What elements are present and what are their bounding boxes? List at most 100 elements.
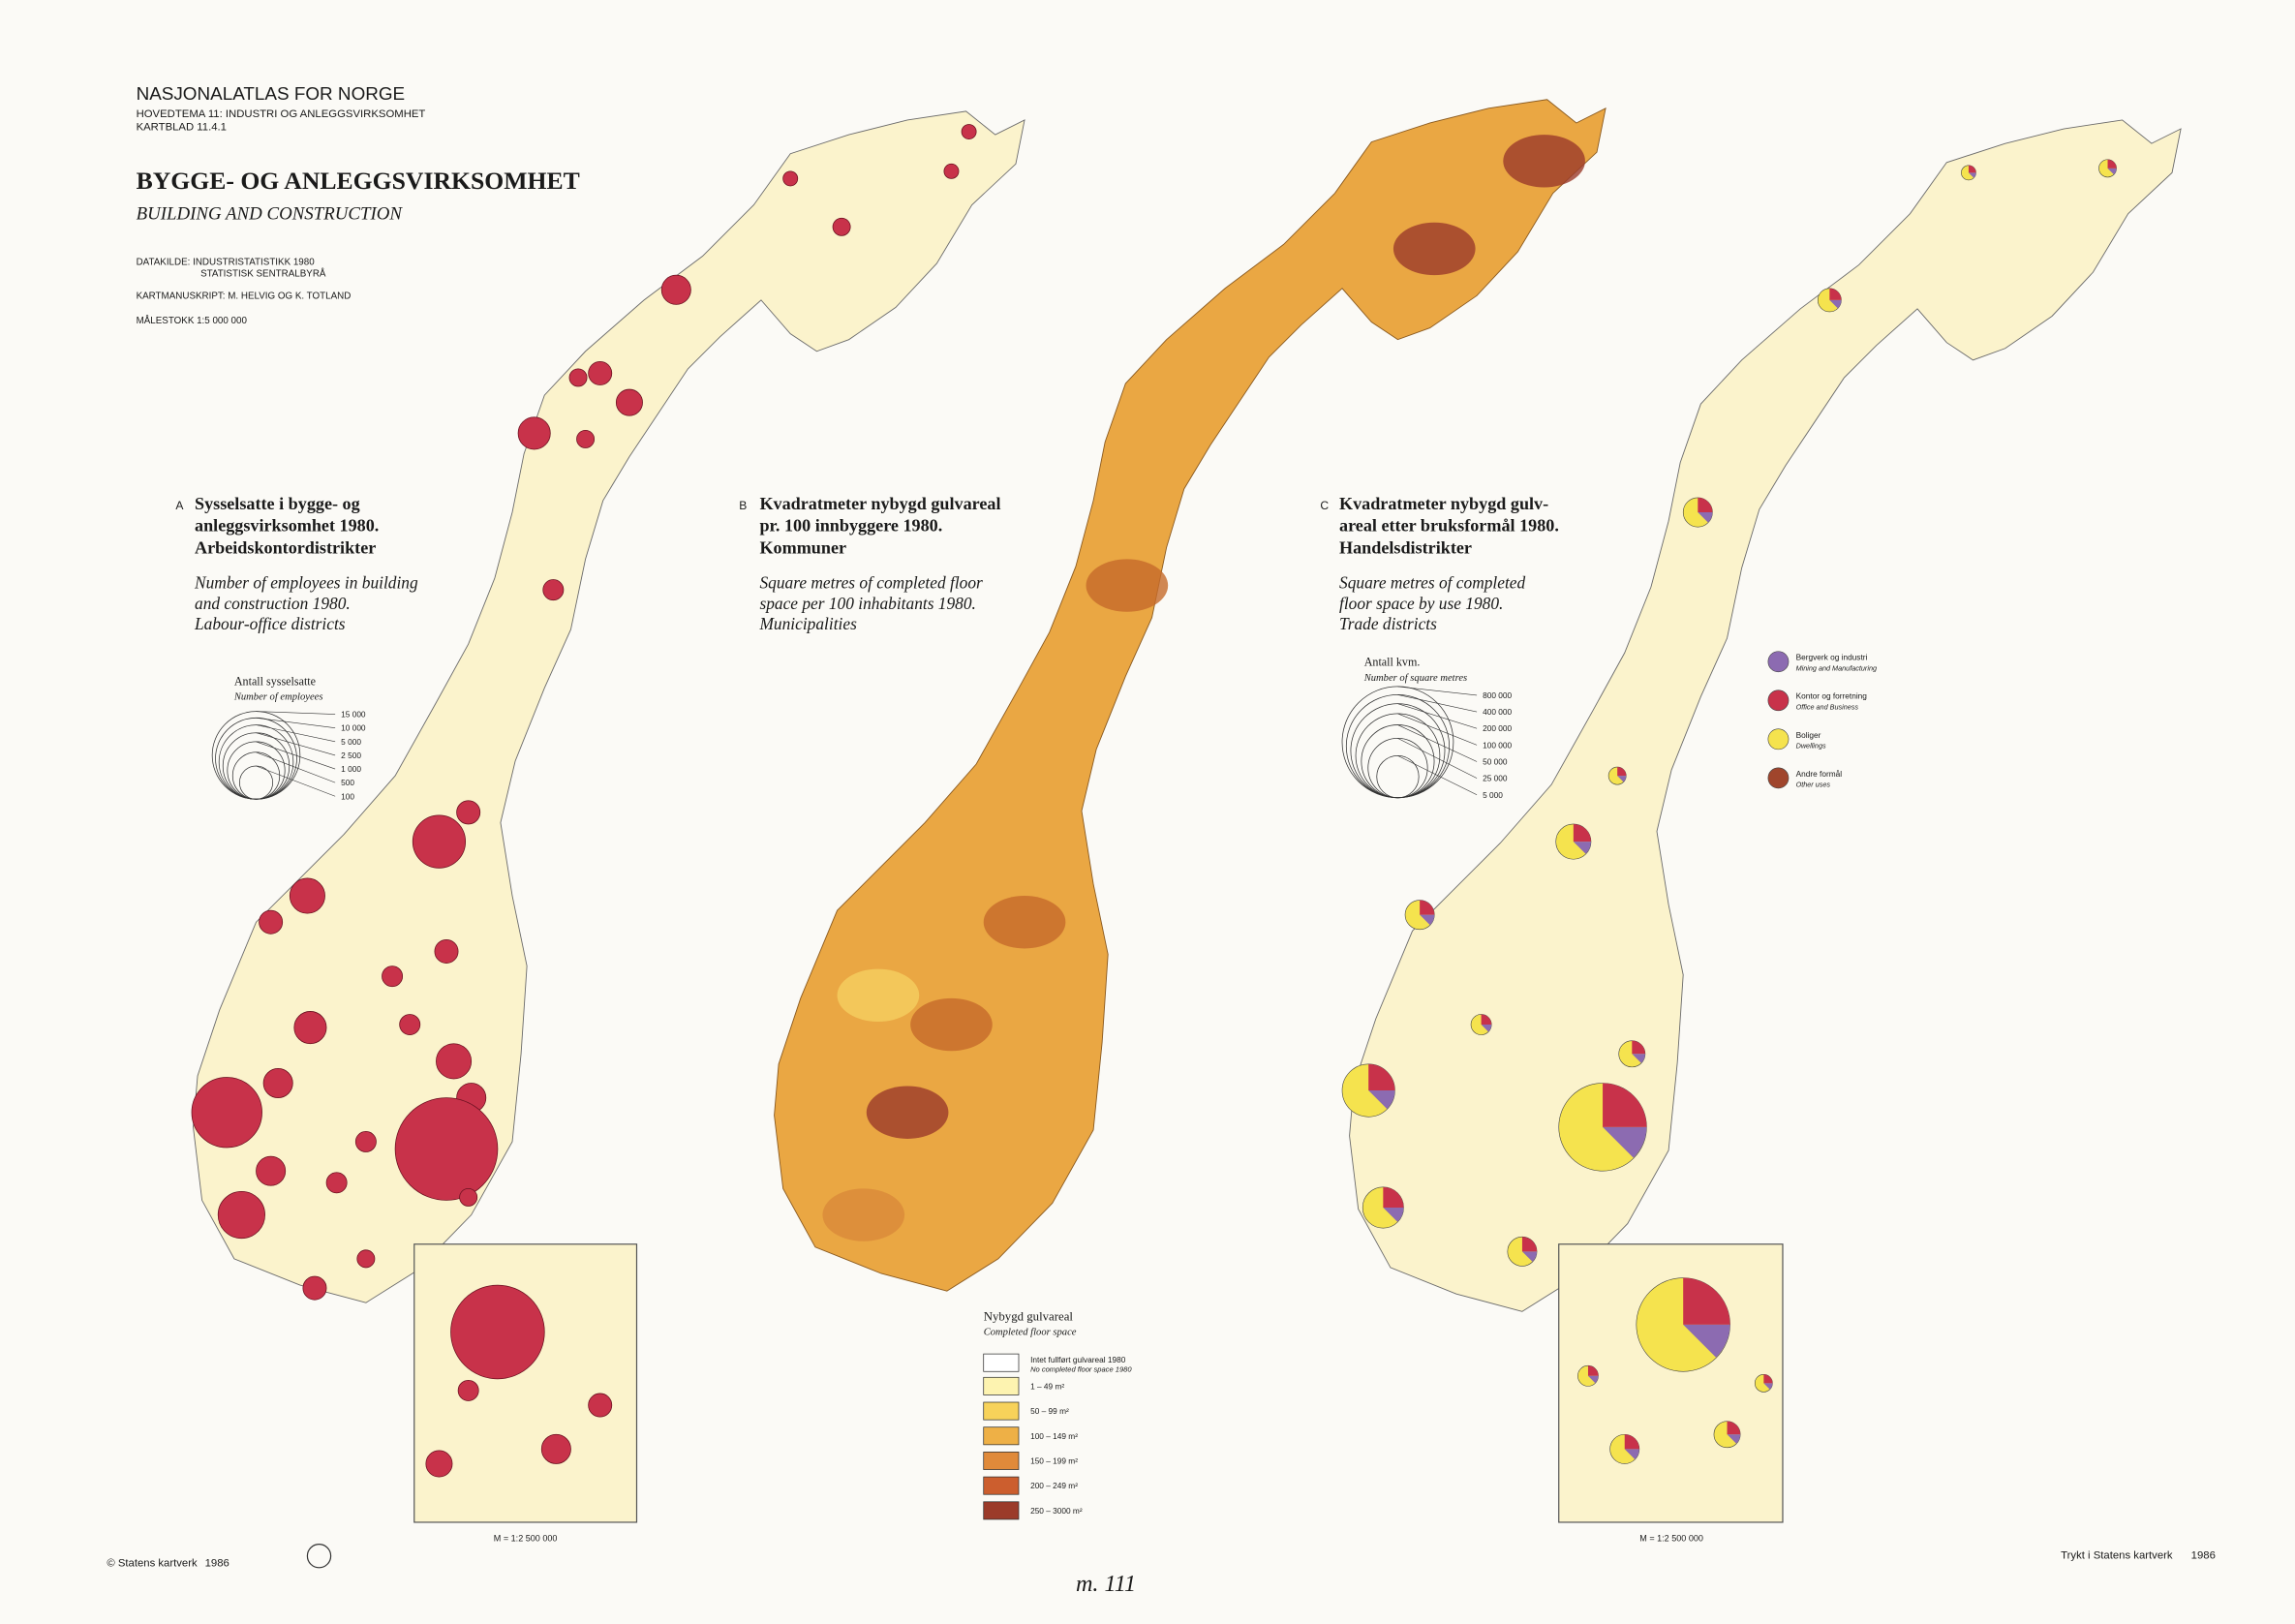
inset-symbols [425,1277,1773,1478]
district-circle [262,1068,293,1098]
legend-leader [1397,713,1478,746]
legend-label: Boliger [1796,730,1821,740]
legend-swatch [983,1353,1020,1372]
pie-slice [1829,288,1842,300]
municipality-patch [1392,222,1476,276]
map-title: Handelsdistrikter [1339,537,1472,557]
legend-circle [1361,724,1435,799]
legend-label: 100 [341,791,354,801]
pie-slice [1617,767,1627,777]
theme: HOVEDTEMA 11: INDUSTRI OG ANLEGGSVIRKSOM… [137,108,426,120]
map-subtitle: Square metres of completed floor [759,574,983,593]
map-subtitle: and construction 1980. [195,595,351,613]
legend-label: 500 [341,778,354,787]
pie-slice [1383,1207,1404,1222]
map-subtitle: floor space by use 1980. [1339,595,1503,613]
legend-label: 100 – 149 m² [1030,1431,1078,1441]
pie-slice [1481,1014,1492,1026]
legend-leader [256,711,336,715]
legend-label: Office and Business [1796,702,1859,711]
legend-label: 200 – 249 m² [1030,1481,1078,1490]
legend-swatch [983,1376,1020,1395]
legend-leader [1397,703,1478,729]
pie-slice [1603,1126,1647,1158]
district-circle [568,368,588,387]
legend-label: 1 000 [341,764,361,774]
district-circle [191,1077,262,1149]
map-letter: B [739,499,747,512]
inset-scale: M = 1:2 500 000 [494,1534,558,1544]
municipality-patch [983,896,1066,949]
logo [306,1544,332,1569]
pie-slice [1698,512,1713,523]
legend-swatch [983,1401,1020,1421]
legend-swatch [1767,728,1790,751]
legend-subtitle: Completed floor space [984,1327,1077,1337]
district-circle [456,800,481,825]
district-circle [425,1450,453,1478]
district-circle [293,1011,327,1045]
district-circle [302,1275,327,1301]
map-subtitle: space per 100 inhabitants 1980. [759,595,975,613]
legend-label: Bergverk og industri [1796,653,1868,662]
district-circle [576,430,596,448]
legend-subtitle: Number of square metres [1363,673,1467,684]
legend-label: 250 – 3000 m² [1030,1506,1083,1516]
legend-leader [1397,724,1478,762]
map-symbols [191,124,2117,1301]
legend-label: Kontor og forretning [1796,691,1868,701]
map-letter: C [1320,499,1329,512]
legend-leader [256,765,336,797]
legend-label: 1 – 49 m² [1030,1381,1064,1391]
district-circle [615,388,643,416]
pie-slice [1368,1063,1395,1091]
legend-leader [256,718,336,729]
legend-title: Nybygd gulvareal [984,1309,1074,1323]
map-captions: A Sysselsatte i bygge- og anleggsvirksomhe… [175,494,1877,1520]
pie-slice [1727,1421,1741,1435]
district-circle [782,170,799,187]
legend-leader [1397,738,1478,779]
pie-slice [1587,1365,1599,1376]
district-circle [356,1249,376,1269]
pie-slice [1573,842,1591,854]
legend-label: Intet fullført gulvareal 1980 [1030,1355,1126,1364]
legend-label: Andre formål [1796,769,1843,779]
legend-label: Dwellings [1796,741,1826,750]
pie-slice [1698,497,1713,513]
district-circle [394,1097,499,1201]
map-title: Sysselsatte i bygge- og [195,494,360,513]
legend-circle [1350,703,1446,799]
pie-slice [1368,1090,1395,1110]
district-circle [450,1284,545,1380]
map-title: areal etter bruksformål 1980. [1339,516,1559,536]
district-circle [412,814,467,869]
legend-leader [1397,686,1478,696]
legend-label: 200 000 [1483,723,1512,733]
municipality-patch [822,1188,905,1241]
municipality-patch [837,968,920,1023]
district-circle [588,1393,613,1418]
pie-slice [1624,1434,1639,1450]
district-circle [943,163,960,179]
legend-subtitle: Number of employees [233,691,323,702]
district-circle [660,274,691,305]
legend-swatch [983,1452,1020,1470]
legend-circle [1345,694,1451,799]
sheet-subtitle: BUILDING AND CONSTRUCTION [137,204,404,225]
legend-label: 10 000 [341,723,366,733]
legend-label: Other uses [1796,780,1831,788]
pie-slice [1968,172,1976,178]
municipality-patch [1086,559,1169,612]
pie-slice [1727,1434,1741,1444]
scale: MÅLESTOKK 1:5 000 000 [137,316,248,326]
legend-leader [1397,755,1478,796]
legend-label: 5 000 [341,737,361,747]
pie-slice [1763,1383,1773,1390]
municipality-patch [1503,135,1585,188]
manuscript: KARTMANUSKRIPT: M. HELVIG OG K. TOTLAND [137,291,352,301]
district-circle [832,217,851,236]
